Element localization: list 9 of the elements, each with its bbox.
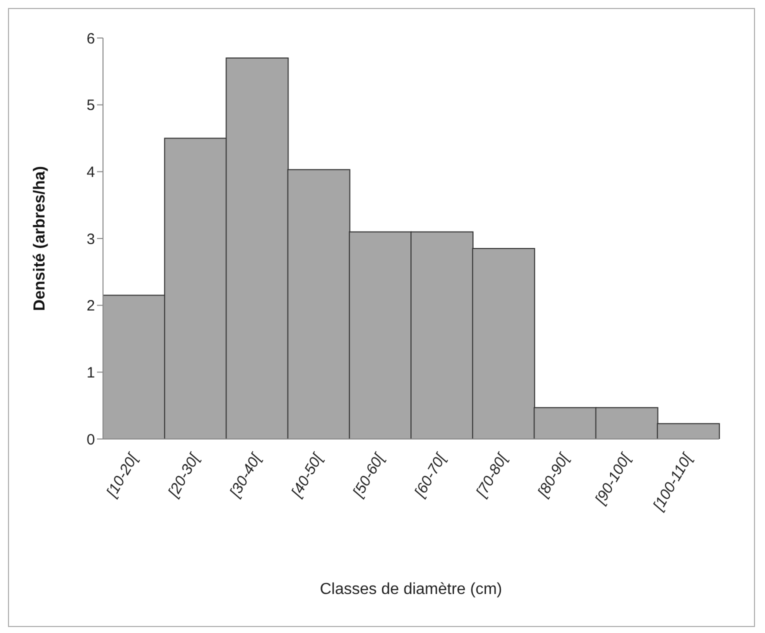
y-tick-label: 6: [86, 30, 95, 48]
y-tick-label: 2: [86, 298, 95, 315]
y-tick-label: 4: [86, 164, 95, 181]
x-axis-title: Classes de diamètre (cm): [320, 581, 502, 598]
y-axis-title: Densité (arbres/ha): [32, 166, 49, 311]
y-tick-label: 3: [86, 230, 95, 248]
y-tick-label: 5: [86, 97, 95, 114]
y-tick-label: 1: [86, 364, 95, 382]
y-tick-label: 0: [86, 431, 95, 448]
